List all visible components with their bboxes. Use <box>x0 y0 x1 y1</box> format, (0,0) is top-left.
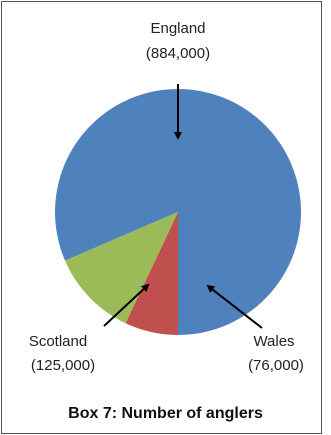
scotland-name-label: Scotland <box>29 333 87 350</box>
wales-leader-arrow <box>206 284 263 329</box>
england-value-label: (884,000) <box>146 45 210 62</box>
chart-caption: Box 7: Number of anglers <box>68 405 263 422</box>
pie-slice-wales <box>125 212 178 335</box>
scotland-value-label: (125,000) <box>31 357 95 374</box>
wales-value-label: (76,000) <box>248 357 304 374</box>
pie-slice-england <box>55 88 302 336</box>
england-name-label: England <box>150 20 205 37</box>
scotland-leader-arrow <box>103 283 150 327</box>
wales-name-label: Wales <box>253 333 294 350</box>
pie-slice-scotland <box>65 212 178 324</box>
